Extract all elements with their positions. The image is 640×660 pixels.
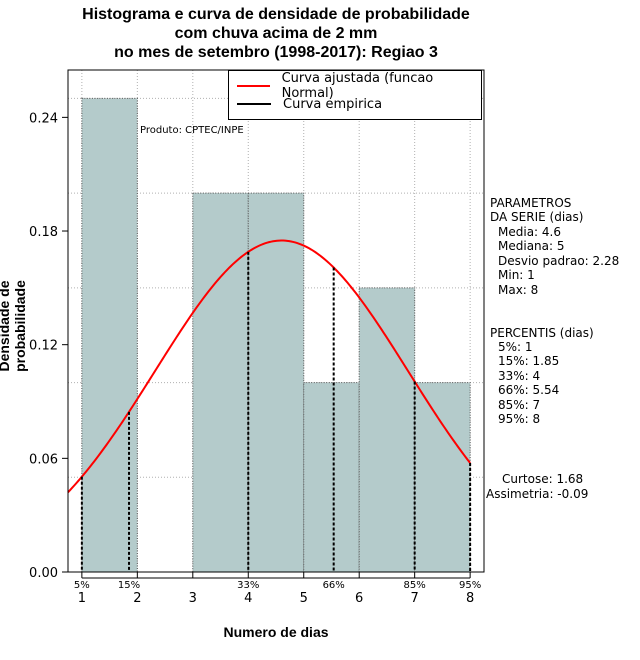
- histogram-bars: [81, 97, 471, 573]
- param-max: Max: 8: [498, 283, 539, 297]
- percentil-66: 66%: 5.54: [498, 383, 560, 397]
- y-tick-label: 0.24: [29, 111, 58, 126]
- parameters-heading-2: DA SERIE (dias): [490, 210, 584, 224]
- legend-black-line-icon: [237, 103, 271, 105]
- x-tick-label: 3: [189, 591, 197, 606]
- param-media: Media: 4.6: [498, 225, 561, 239]
- percentil-95: 95%: 8: [498, 412, 541, 426]
- y-axis-label: Densidade de probabilidade: [0, 280, 28, 372]
- legend-label-fitted: Curva ajustada (funcao Normal): [281, 71, 434, 101]
- legend-item-fitted: Curva ajustada (funcao Normal): [237, 71, 481, 101]
- legend-red-line-icon: [237, 85, 270, 87]
- percentile-markers: 5% 15% 33% 66% 85% 95%: [74, 251, 481, 591]
- histogram-bar: [192, 192, 249, 573]
- histogram-bar: [414, 382, 471, 573]
- percentil-15: 15%: 1.85: [498, 354, 560, 368]
- param-min: Min: 1: [498, 268, 535, 282]
- x-tick-label: 6: [355, 591, 363, 606]
- y-tick-label: 0.18: [29, 225, 58, 240]
- x-tick-label: 4: [244, 591, 252, 606]
- histogram-bar: [81, 97, 138, 573]
- y-tick-label: 0.06: [29, 452, 58, 467]
- x-axis-label: Numero de dias: [223, 624, 329, 640]
- assimetria-value: Assimetria: -0.09: [486, 487, 589, 501]
- legend: Curva ajustada (funcao Normal) Curva emp…: [228, 70, 482, 120]
- chart-title-line-1: Histograma e curva de densidade de proba…: [82, 6, 470, 23]
- histogram-bar: [303, 382, 360, 573]
- chart-title-line-2: com chuva acima de 2 mm: [174, 25, 378, 42]
- parameters-heading-1: PARAMETROS: [490, 196, 572, 210]
- histogram-bar: [358, 287, 416, 573]
- param-desvio: Desvio padrao: 2.28: [498, 254, 620, 268]
- histogram-bar: [247, 192, 305, 573]
- x-tick-label: 7: [411, 591, 419, 606]
- percentil-85: 85%: 7: [498, 398, 541, 412]
- percentil-5: 5%: 1: [498, 340, 533, 354]
- curves: [67, 239, 471, 494]
- curtose-value: Curtose: 1.68: [502, 472, 584, 486]
- param-mediana: Mediana: 5: [498, 239, 565, 253]
- fitted-normal-curve: [67, 239, 471, 494]
- percentile-label: 95%: [459, 580, 481, 591]
- percentile-label: 33%: [237, 580, 259, 591]
- x-tick-label: 2: [133, 591, 141, 606]
- legend-label-empirical: Curva empirica: [283, 96, 383, 112]
- producer-credit: Produto: CPTEC/INPE: [140, 125, 244, 136]
- percentis-heading: PERCENTIS (dias): [490, 326, 594, 340]
- y-tick-label: 0.12: [29, 339, 58, 354]
- chart-title-line-3: no mes de setembro (1998-2017): Regiao 3: [114, 44, 438, 61]
- percentil-33: 33%: 4: [498, 369, 541, 383]
- percentile-label: 5%: [74, 580, 90, 591]
- x-tick-label: 5: [300, 591, 308, 606]
- percentile-label: 15%: [118, 580, 140, 591]
- x-tick-label: 8: [466, 591, 474, 606]
- percentile-label: 85%: [404, 580, 426, 591]
- y-tick-label: 0.00: [29, 566, 58, 581]
- legend-item-empirical: Curva empirica: [237, 95, 382, 113]
- x-tick-label: 1: [78, 591, 86, 606]
- percentile-label: 66%: [323, 580, 345, 591]
